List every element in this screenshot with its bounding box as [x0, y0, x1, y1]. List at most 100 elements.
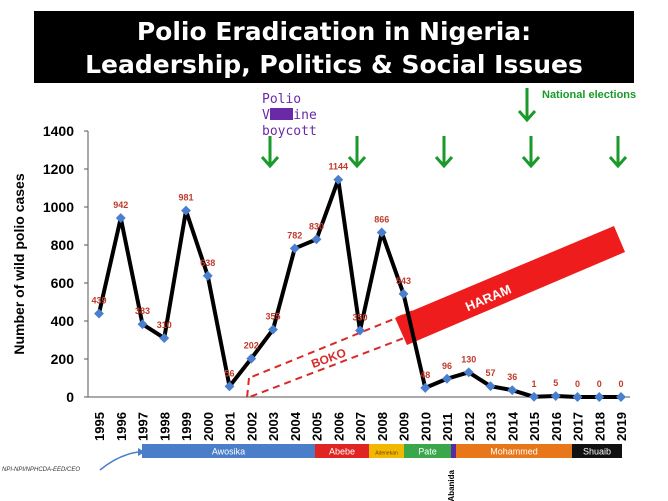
election-arrow-icon — [608, 136, 628, 169]
leader-label: Mohammed — [490, 447, 538, 457]
x-tick-label: 2017 — [571, 412, 586, 441]
data-point — [94, 308, 104, 319]
source-arrow — [99, 451, 139, 471]
leader-label: Abebe — [329, 447, 355, 457]
leader-bar-segment — [456, 444, 572, 458]
x-tick-label: 2001 — [223, 412, 238, 441]
x-tick-label: 2003 — [266, 412, 281, 441]
leader-bar-segment — [369, 444, 404, 458]
data-label: 383 — [135, 306, 150, 316]
data-point — [442, 373, 452, 384]
data-label: 942 — [113, 200, 128, 210]
data-label: 638 — [200, 258, 215, 268]
data-point — [137, 319, 148, 330]
national-elections-label: National elections — [542, 89, 637, 101]
x-tick-label: 1995 — [92, 412, 107, 441]
x-tick-label: 2014 — [505, 411, 520, 441]
data-point — [115, 213, 126, 223]
boko-label: BOKO — [309, 346, 348, 371]
data-label: 310 — [157, 320, 172, 330]
data-label: 830 — [309, 221, 324, 231]
election-legend-arrow-icon — [517, 88, 537, 123]
data-label: 202 — [244, 341, 259, 351]
leader-label: Awosika — [212, 447, 245, 457]
data-label: 48 — [420, 370, 430, 380]
data-point — [616, 392, 626, 402]
x-tick-label: 1997 — [136, 412, 151, 441]
x-tick-label: 2000 — [201, 412, 216, 441]
data-point — [159, 333, 170, 344]
x-tick-label: 2012 — [462, 412, 477, 441]
x-tick-label: 2013 — [484, 412, 499, 441]
x-tick-label: 2007 — [353, 412, 368, 441]
x-tick-label: 2005 — [310, 412, 325, 441]
data-label: 543 — [396, 276, 411, 286]
y-axis-label: Number of wild polio cases — [11, 173, 27, 354]
x-tick-label: 1999 — [179, 412, 194, 441]
y-tick-label: 600 — [51, 275, 75, 291]
x-tick-label: 2006 — [331, 412, 346, 441]
x-tick-label: 2016 — [549, 412, 564, 441]
data-label: 36 — [507, 372, 517, 382]
y-tick-label: 0 — [66, 389, 74, 405]
data-label: 866 — [374, 214, 389, 224]
data-point — [463, 367, 474, 378]
data-label: 355 — [265, 312, 280, 322]
data-point — [355, 325, 365, 336]
x-tick-label: 2019 — [614, 412, 629, 441]
data-label: 0 — [597, 379, 602, 389]
leader-label: Adenekan — [375, 451, 398, 457]
data-label: 96 — [442, 361, 452, 371]
data-label: 0 — [618, 379, 623, 389]
data-point — [289, 243, 300, 254]
data-label: 130 — [461, 354, 476, 364]
y-tick-label: 400 — [51, 313, 75, 329]
data-point — [594, 392, 605, 402]
data-label: 0 — [575, 379, 580, 389]
data-label: 981 — [178, 193, 193, 203]
haram-band — [395, 226, 625, 345]
x-tick-label: 2002 — [244, 412, 259, 441]
x-tick-label: 2004 — [288, 411, 303, 441]
data-label: 439 — [91, 296, 106, 306]
data-point — [550, 391, 561, 401]
election-arrow-icon — [347, 136, 367, 169]
data-label: 1144 — [328, 162, 348, 172]
election-arrow-icon — [260, 136, 280, 169]
x-tick-label: 2015 — [527, 412, 542, 441]
leader-label: Pate — [418, 447, 437, 457]
x-tick-label: 2011 — [440, 413, 455, 441]
vaccine-boycott-marker — [270, 108, 293, 120]
leader-bar-segment — [451, 444, 456, 458]
y-tick-label: 1000 — [43, 199, 74, 215]
data-point — [202, 270, 213, 281]
data-label: 56 — [224, 368, 234, 378]
data-point — [224, 381, 235, 392]
election-arrow-icon — [521, 136, 541, 169]
data-point — [268, 324, 278, 335]
leader-label: Abanida — [447, 469, 456, 501]
y-tick-label: 1400 — [43, 123, 74, 139]
data-label: 57 — [485, 368, 495, 378]
source-arrow-head-icon — [138, 448, 145, 456]
data-point — [246, 353, 257, 364]
source-note: NPI-NPI/NPHCDA-EED/CEO — [2, 467, 81, 473]
x-tick-label: 2009 — [397, 412, 412, 441]
leader-bar-segment — [315, 444, 369, 458]
leader-bar-segment — [404, 444, 451, 458]
data-point — [572, 392, 583, 402]
data-label: 5 — [553, 378, 558, 388]
data-point — [485, 381, 496, 392]
leader-bar-segment — [142, 444, 315, 458]
data-label: 782 — [287, 230, 302, 240]
data-label: 1 — [531, 379, 536, 389]
y-tick-label: 800 — [51, 237, 75, 253]
x-tick-label: 1996 — [114, 412, 129, 441]
leader-label: Shuaib — [583, 447, 611, 457]
x-tick-label: 2010 — [418, 412, 433, 441]
y-tick-label: 200 — [51, 351, 75, 367]
leader-bar-segment — [572, 444, 622, 458]
data-point — [376, 227, 387, 238]
data-point — [333, 174, 344, 185]
